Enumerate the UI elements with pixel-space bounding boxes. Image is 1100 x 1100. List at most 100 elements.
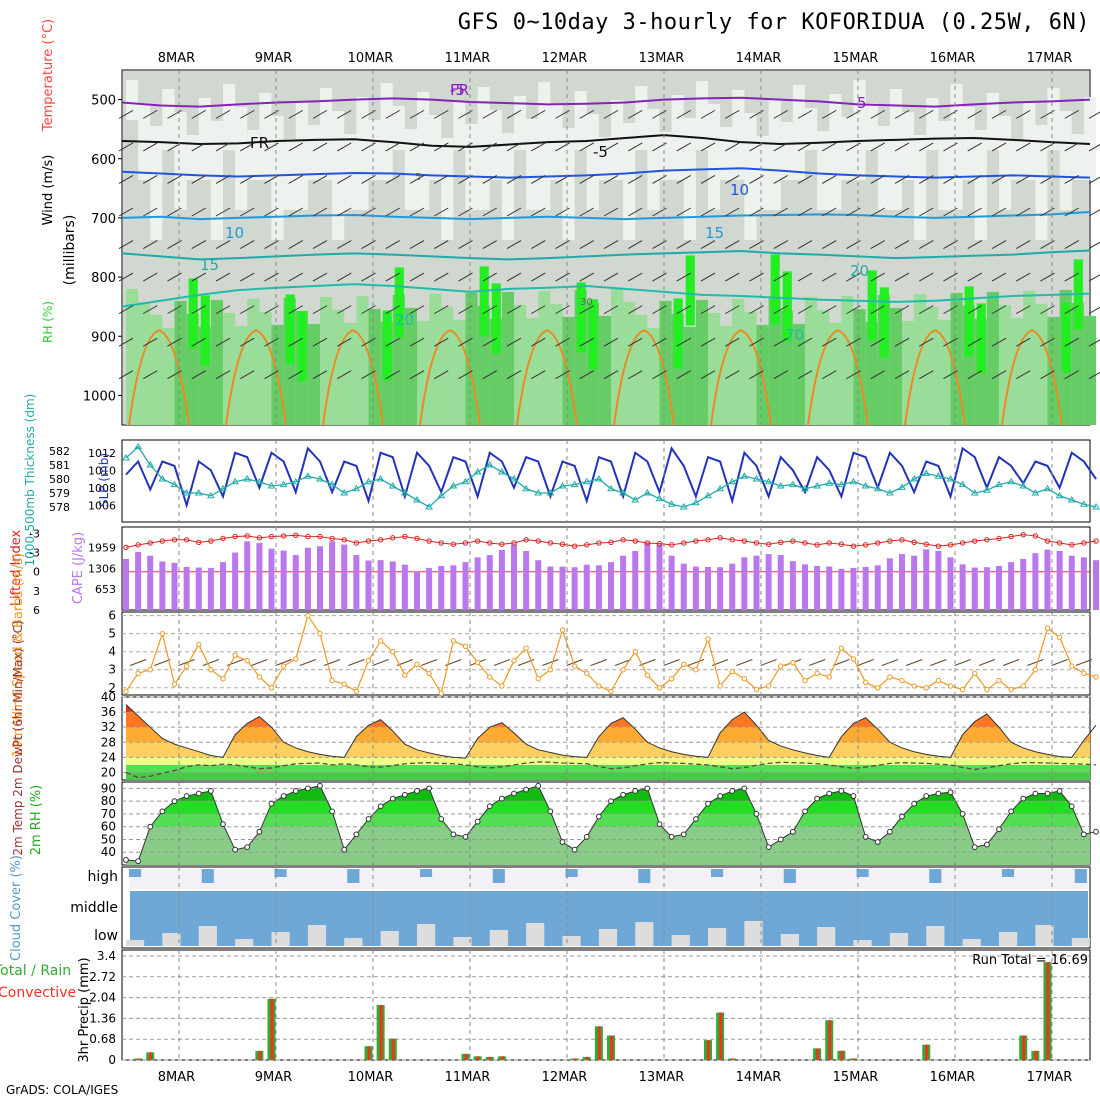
wind-speed-marker: [426, 670, 432, 677]
wind-barb: [967, 207, 982, 217]
rh-moist-cell: [853, 308, 866, 425]
lifted-index-marker: [887, 538, 893, 544]
wind-barb: [215, 370, 231, 380]
precip-tick-label: 1.36: [89, 1011, 116, 1025]
wind-barb: [337, 207, 352, 217]
cape-bar: [983, 567, 990, 610]
wind-barb: [725, 240, 740, 249]
lifted-index-marker: [850, 543, 857, 549]
thickness-marker: [510, 475, 518, 482]
wind-barb: [991, 240, 1007, 249]
thickness-marker: [243, 475, 252, 482]
rh-moist-cell: [368, 308, 381, 425]
cloud-low-cell: [417, 924, 436, 946]
rh-dry-cell: [902, 112, 915, 180]
wind-barb: [579, 175, 594, 184]
pressure-tick-label: 1000: [83, 389, 116, 404]
rh-moist-cell: [598, 315, 611, 425]
precip-total-title: Total / Rain: [0, 963, 71, 979]
rh-dry-cell: [392, 106, 405, 150]
rh-marker: [923, 793, 930, 799]
thickness-marker: [970, 489, 979, 496]
thickness-marker: [716, 484, 725, 492]
cape-bar: [717, 567, 724, 610]
wind-barb: [531, 272, 546, 282]
wind-speed-marker: [887, 674, 893, 680]
wind-barb: [361, 305, 376, 315]
cape-bar: [692, 566, 699, 610]
rh-moist-cell: [683, 326, 696, 425]
cape-bar: [377, 560, 384, 610]
wind-barb: [531, 337, 546, 347]
wind-speed-marker: [523, 645, 529, 651]
wind-barb: [482, 207, 497, 217]
rh-marker: [474, 818, 481, 825]
lifted-index-marker: [341, 537, 347, 543]
cloud-low-cell: [1071, 938, 1090, 946]
wind-barb: [797, 305, 813, 315]
wind-barb: [894, 305, 910, 315]
rh-sat-cell: [964, 286, 974, 357]
precip-convective-bar: [573, 1058, 577, 1060]
rh-sat-cell: [285, 294, 295, 365]
lifted-index-marker: [293, 532, 299, 538]
lifted-index-marker: [474, 538, 481, 544]
wind-barb: [822, 337, 837, 347]
wind-barb: [797, 109, 813, 119]
date-label-bottom: 9MAR: [255, 1070, 292, 1085]
lifted-index-marker: [656, 540, 663, 547]
rh-marker: [1068, 803, 1075, 810]
cape-bar: [729, 563, 736, 610]
wind-barb: [676, 337, 691, 347]
lifted-index-marker: [499, 541, 505, 547]
wind-barb: [288, 305, 303, 315]
lifted-index-marker: [256, 535, 263, 541]
wind-barb-10m: [542, 659, 559, 666]
isotherm-minus5: [121, 96, 1091, 108]
wind-speed-marker: [668, 676, 675, 682]
cape-bar: [292, 555, 299, 610]
wind-barb-10m: [323, 659, 341, 666]
slp-line: [125, 446, 1097, 509]
cloud-high-cell: [638, 869, 651, 883]
wind-barb: [385, 109, 400, 119]
wind-speed-marker: [341, 681, 347, 687]
wind-barb: [434, 272, 449, 282]
wind-barb: [1088, 176, 1100, 184]
lifted-index-marker: [717, 535, 723, 541]
panel-frame-wind: [121, 611, 1091, 696]
wind-speed-marker: [1044, 625, 1051, 631]
rh-marker: [547, 808, 554, 815]
wind-speed-marker: [681, 661, 687, 668]
lifted-index-marker: [365, 538, 372, 544]
cape-bar: [426, 567, 433, 610]
thickness-marker: [776, 482, 785, 489]
lifted-index-marker: [196, 539, 202, 546]
wind-barb-10m: [178, 659, 195, 666]
wind-barb: [991, 272, 1007, 282]
wind-barb: [603, 207, 619, 217]
wind-barb: [143, 272, 158, 282]
lifted-index-marker: [535, 538, 541, 544]
cape-bar: [135, 551, 142, 610]
temp-band: [126, 757, 1090, 765]
cape-bar: [147, 555, 154, 610]
wind-barb: [458, 337, 473, 347]
rh-moist-cell: [441, 306, 454, 425]
wind-barb: [312, 337, 328, 347]
thickness-marker: [679, 503, 688, 510]
cape-bar: [438, 565, 445, 610]
thickness-marker: [194, 489, 203, 496]
rh-moist-cell: [732, 298, 745, 425]
wind-barb: [725, 370, 740, 380]
wind-barb: [700, 305, 716, 315]
wind-barb: [409, 240, 425, 249]
wind-barb: [434, 337, 449, 347]
lifted-index-marker: [183, 537, 190, 543]
rh-sat-cell: [479, 266, 489, 337]
wind-tick-label: 2: [108, 681, 116, 695]
wind-barb: [143, 240, 158, 249]
rh-marker: [571, 846, 578, 853]
wind-speed-marker: [656, 685, 663, 691]
wind-barb-10m: [833, 659, 850, 666]
